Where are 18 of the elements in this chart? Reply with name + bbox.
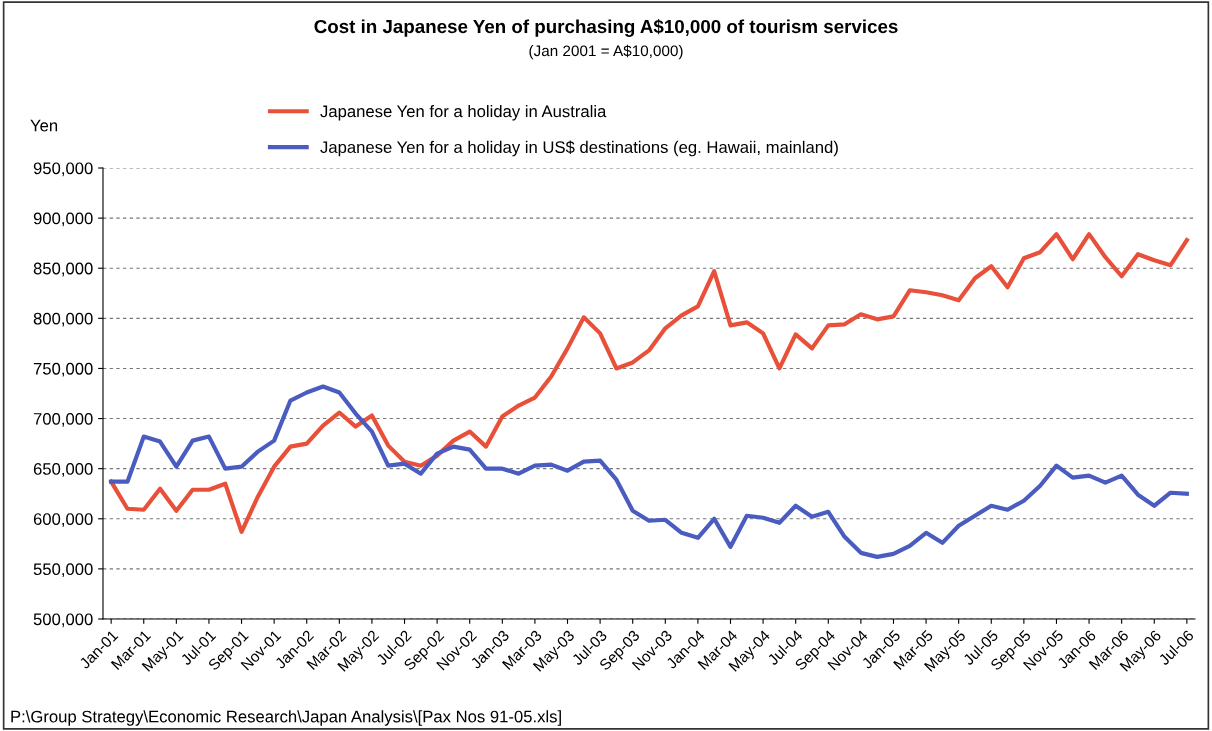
legend-label: Japanese Yen for a holiday in Australia bbox=[320, 105, 607, 121]
y-tick-label: 600,000 bbox=[33, 513, 93, 527]
y-tick-label: 650,000 bbox=[33, 463, 93, 477]
y-tick-label: 500,000 bbox=[33, 613, 93, 628]
y-tick-label: 850,000 bbox=[33, 262, 93, 277]
legend-label: Japanese Yen for a holiday in US$ destinations (eg. Hawaii, mainland) bbox=[320, 140, 838, 157]
chart-title: Cost in Japanese Yen of purchasing A$10,000 of tourism services bbox=[314, 19, 898, 37]
line-series bbox=[109, 232, 1189, 534]
line-series bbox=[109, 384, 1189, 559]
y-tick-label: 950,000 bbox=[33, 162, 93, 177]
y-tick-label: 750,000 bbox=[33, 362, 93, 377]
text: P:\Group Strategy\Economic Research\Japan Analysis\[Pax Nos 91-05.xls] bbox=[11, 710, 561, 726]
y-tick-label: 800,000 bbox=[33, 312, 93, 327]
y-tick-label: 550,000 bbox=[33, 563, 93, 578]
y-tick-label: 900,000 bbox=[33, 212, 93, 227]
y-tick-label: 700,000 bbox=[33, 412, 93, 427]
chart-subtitle: (Jan 2001 = A$10,000) bbox=[529, 44, 683, 60]
y-axis-title: Yen bbox=[30, 119, 58, 132]
